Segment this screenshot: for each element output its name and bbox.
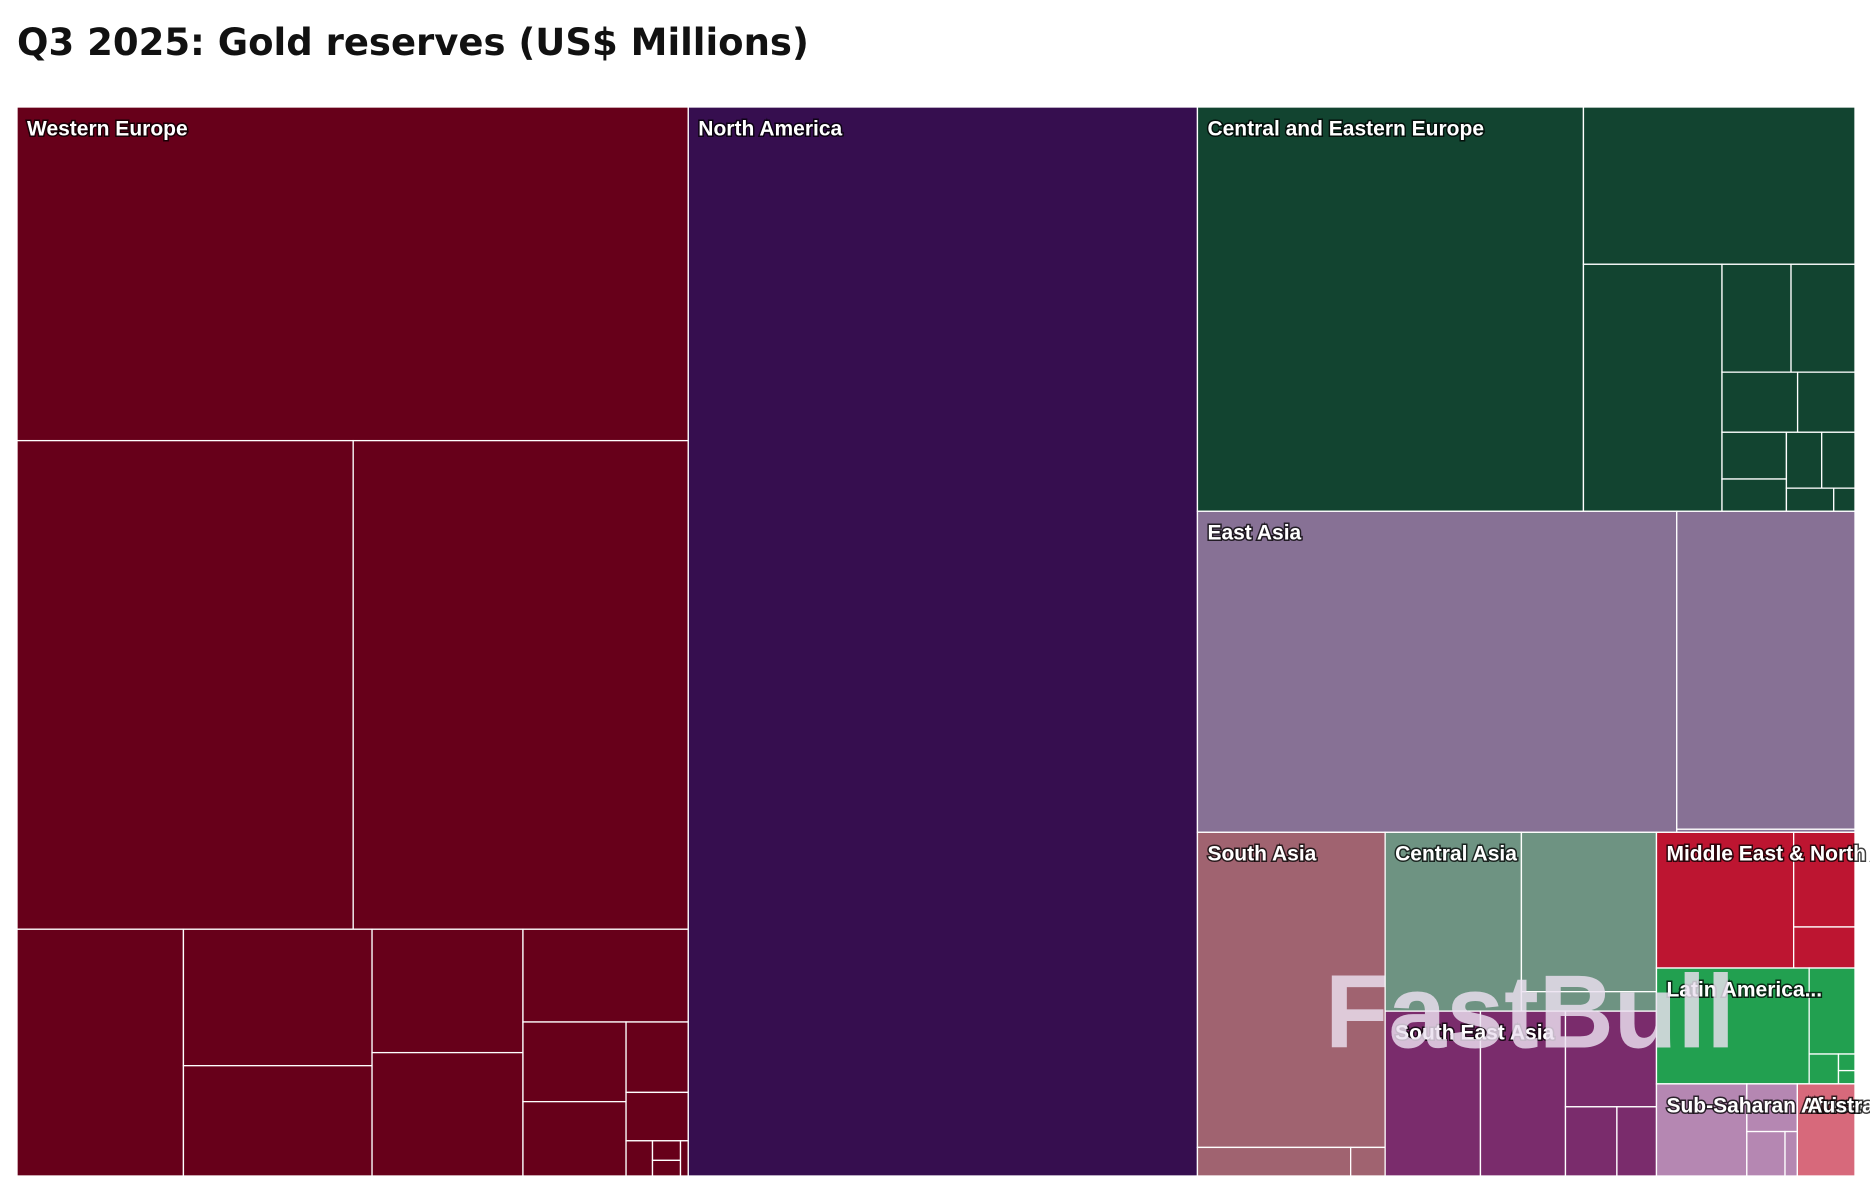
region-label: South Asia — [1207, 843, 1316, 866]
treemap-cell — [1793, 926, 1856, 969]
region-label: Austral... — [1807, 1094, 1870, 1117]
treemap-cell — [1721, 431, 1788, 480]
region-label: Central Asia — [1395, 843, 1517, 866]
treemap-cell — [625, 1021, 689, 1094]
treemap-cell — [1837, 1069, 1856, 1085]
treemap-cell — [16, 106, 689, 442]
treemap-cell — [625, 1140, 654, 1177]
region-label: North America — [698, 117, 842, 140]
treemap-cell — [371, 928, 524, 1054]
treemap-cell — [1746, 1130, 1786, 1177]
treemap-cell — [1721, 263, 1792, 373]
region-label: Middle East & North Africa — [1666, 843, 1870, 866]
treemap-cell — [1479, 1010, 1567, 1177]
treemap-cell — [1384, 1010, 1482, 1177]
treemap-cell — [1808, 967, 1856, 1055]
treemap-cell — [1793, 831, 1856, 928]
treemap-cell — [1790, 263, 1856, 373]
treemap-cell — [651, 1159, 682, 1177]
treemap-cell — [1784, 1130, 1798, 1177]
treemap-cell — [1785, 487, 1835, 512]
treemap-cell — [1676, 510, 1856, 830]
treemap-cell — [1582, 106, 1856, 265]
chart-title: Q3 2025: Gold reserves (US$ Millions) — [17, 21, 809, 64]
treemap-cell — [1196, 1146, 1352, 1177]
treemap-cell — [1721, 478, 1788, 512]
treemap-cell — [522, 928, 689, 1023]
treemap-cell — [522, 1021, 627, 1103]
treemap-cell — [1616, 1106, 1658, 1177]
region-label: East Asia — [1207, 522, 1301, 545]
treemap-cell — [522, 1100, 627, 1177]
treemap-cell — [1564, 1106, 1618, 1177]
region-label: Sub-Saharan Africa — [1666, 1094, 1860, 1117]
treemap-cell — [1837, 1053, 1856, 1072]
treemap-cell — [1655, 967, 1810, 1085]
treemap-cell — [1785, 431, 1823, 489]
treemap-cell — [182, 1065, 373, 1177]
treemap-cell — [1350, 1146, 1386, 1177]
treemap-cell — [1796, 1083, 1856, 1177]
treemap-cell — [1196, 510, 1678, 833]
treemap-cell — [1196, 106, 1585, 512]
region-label: Central and Eastern Europe — [1207, 117, 1484, 140]
treemap-cell — [1582, 263, 1723, 512]
treemap-cell — [651, 1140, 682, 1162]
treemap-cell — [1721, 371, 1799, 433]
treemap-cell — [1808, 1053, 1840, 1085]
watermark: FastBull — [1325, 954, 1735, 1070]
treemap-cell — [687, 106, 1199, 1177]
treemap-cell — [1655, 831, 1795, 969]
treemap-cell — [352, 439, 689, 930]
region-label: Western Europe — [27, 117, 188, 140]
region-label: Latin America... — [1666, 978, 1822, 1001]
treemap-cell — [371, 1051, 524, 1177]
treemap-cell — [679, 1140, 689, 1177]
region-label: South East Asia — [1395, 1022, 1554, 1045]
treemap-cell — [182, 928, 373, 1067]
treemap-cell — [1655, 1083, 1748, 1177]
treemap-cell — [16, 439, 354, 930]
treemap-cell — [1833, 487, 1856, 512]
treemap-cell — [1821, 431, 1856, 489]
treemap-cell — [1796, 371, 1856, 433]
treemap-cell — [16, 928, 185, 1177]
treemap-cell — [625, 1091, 689, 1142]
treemap-cell — [1746, 1083, 1798, 1133]
